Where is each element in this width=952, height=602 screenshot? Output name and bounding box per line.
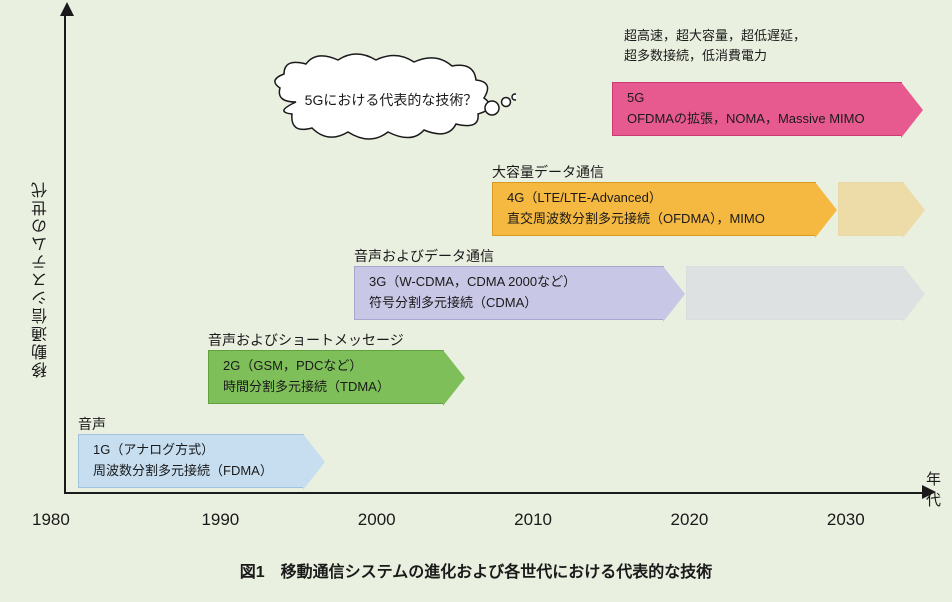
generation-bar-g5: 5GOFDMAの拡張，NOMA，Massive MIMO — [612, 82, 902, 136]
feature-list-5g: 超高速，超大容量，超低遅延， 超多数接続，低消費電力 — [624, 26, 806, 65]
gen-tech-g5: OFDMAの拡張，NOMA，Massive MIMO — [627, 109, 887, 130]
x-tick-2010: 2010 — [514, 510, 552, 530]
gen-tech-g4: 直交周波数分割多元接続（OFDMA），MIMO — [507, 209, 801, 230]
arrow-icon — [443, 350, 465, 406]
x-tick-2030: 2030 — [827, 510, 865, 530]
gen-tech-g2: 時間分割多元接続（TDMA） — [223, 377, 429, 398]
x-tick-1990: 1990 — [201, 510, 239, 530]
generation-bar-g1: 1G（アナログ方式）周波数分割多元接続（FDMA） — [78, 434, 304, 488]
arrow-icon — [903, 182, 925, 238]
y-axis-label: 移動通信システムの世代 — [30, 180, 54, 378]
gen-title-g2: 2G（GSM，PDCなど） — [223, 356, 429, 377]
gen-title-g4: 4G（LTE/LTE-Advanced） — [507, 188, 801, 209]
figure-caption: 図1 移動通信システムの進化および各世代における代表的な技術 — [0, 558, 952, 582]
x-tick-2000: 2000 — [358, 510, 396, 530]
x-tick-2020: 2020 — [671, 510, 709, 530]
timeline-chart: 19902000201020202030 1980 年代 音声1G（アナログ方式… — [64, 12, 934, 512]
arrow-icon — [903, 266, 925, 322]
gen-tech-g1: 周波数分割多元接続（FDMA） — [93, 461, 289, 482]
category-label-g1: 音声 — [78, 414, 106, 434]
arrow-icon — [901, 82, 923, 138]
category-label-g3: 音声およびデータ通信 — [354, 246, 494, 266]
feature-line1: 超高速，超大容量，超低遅延， — [624, 28, 806, 43]
generation-bar-g4: 4G（LTE/LTE-Advanced）直交周波数分割多元接続（OFDMA），M… — [492, 182, 816, 236]
gen-title-g5: 5G — [627, 88, 887, 109]
continuation-g3 — [686, 266, 904, 320]
arrow-icon — [303, 434, 325, 490]
arrow-icon — [815, 182, 837, 238]
category-label-g2: 音声およびショートメッセージ — [208, 330, 404, 350]
y-axis — [64, 12, 66, 492]
x-axis — [64, 492, 924, 494]
gen-title-g1: 1G（アナログ方式） — [93, 440, 289, 461]
gen-title-g3: 3G（W-CDMA，CDMA 2000など） — [369, 272, 649, 293]
generation-bar-g3: 3G（W-CDMA，CDMA 2000など）符号分割多元接続（CDMA） — [354, 266, 664, 320]
category-label-g4: 大容量データ通信 — [492, 162, 604, 182]
thought-cloud: 5Gにおける代表的な技術？ — [266, 52, 516, 142]
feature-line2: 超多数接続，低消費電力 — [624, 48, 767, 63]
cloud-text: 5Gにおける代表的な技術？ — [266, 90, 516, 110]
arrow-icon — [663, 266, 685, 322]
x-axis-label: 年代 — [926, 468, 941, 510]
continuation-g4 — [838, 182, 904, 236]
y-axis-arrow-icon — [60, 2, 74, 16]
generation-bar-g2: 2G（GSM，PDCなど）時間分割多元接続（TDMA） — [208, 350, 444, 404]
x-origin-label: 1980 — [32, 510, 70, 530]
gen-tech-g3: 符号分割多元接続（CDMA） — [369, 293, 649, 314]
